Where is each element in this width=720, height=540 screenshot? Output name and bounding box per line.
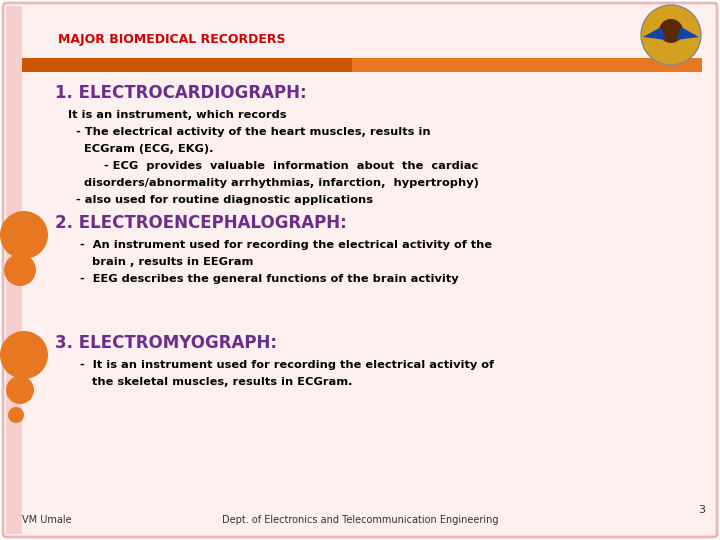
Text: VM Umale: VM Umale <box>22 515 71 525</box>
Text: disorders/abnormality arrhythmias, infarction,  hypertrophy): disorders/abnormality arrhythmias, infar… <box>68 178 479 188</box>
Text: - The electrical activity of the heart muscles, results in: - The electrical activity of the heart m… <box>68 127 431 137</box>
Text: - also used for routine diagnostic applications: - also used for routine diagnostic appli… <box>68 195 373 205</box>
Circle shape <box>0 331 48 379</box>
Text: - ECG  provides  valuable  information  about  the  cardiac: - ECG provides valuable information abou… <box>68 161 478 171</box>
Polygon shape <box>643 27 666 40</box>
Text: 3: 3 <box>698 505 705 515</box>
Bar <box>6 6 22 534</box>
Circle shape <box>4 254 36 286</box>
Text: -  EEG describes the general functions of the brain activity: - EEG describes the general functions of… <box>68 274 459 284</box>
Text: 1. ELECTROCARDIOGRAPH:: 1. ELECTROCARDIOGRAPH: <box>55 84 307 102</box>
Text: 2. ELECTROENCEPHALOGRAPH:: 2. ELECTROENCEPHALOGRAPH: <box>55 214 347 232</box>
Text: ECGram (ECG, EKG).: ECGram (ECG, EKG). <box>68 144 214 154</box>
FancyBboxPatch shape <box>3 3 717 537</box>
Text: brain , results in EEGram: brain , results in EEGram <box>68 257 253 267</box>
Polygon shape <box>676 27 699 40</box>
Circle shape <box>8 407 24 423</box>
Text: 3. ELECTROMYOGRAPH:: 3. ELECTROMYOGRAPH: <box>55 334 277 352</box>
Bar <box>352 58 702 72</box>
Circle shape <box>641 5 701 65</box>
Bar <box>22 58 352 72</box>
Circle shape <box>0 211 48 259</box>
Circle shape <box>659 19 683 43</box>
Text: MAJOR BIOMEDICAL RECORDERS: MAJOR BIOMEDICAL RECORDERS <box>58 33 286 46</box>
Text: -  An instrument used for recording the electrical activity of the: - An instrument used for recording the e… <box>68 240 492 250</box>
Text: Dept. of Electronics and Telecommunication Engineering: Dept. of Electronics and Telecommunicati… <box>222 515 498 525</box>
Text: -  It is an instrument used for recording the electrical activity of: - It is an instrument used for recording… <box>68 360 494 370</box>
Text: the skeletal muscles, results in ECGram.: the skeletal muscles, results in ECGram. <box>68 377 353 387</box>
Text: It is an instrument, which records: It is an instrument, which records <box>68 110 287 120</box>
Circle shape <box>6 376 34 404</box>
